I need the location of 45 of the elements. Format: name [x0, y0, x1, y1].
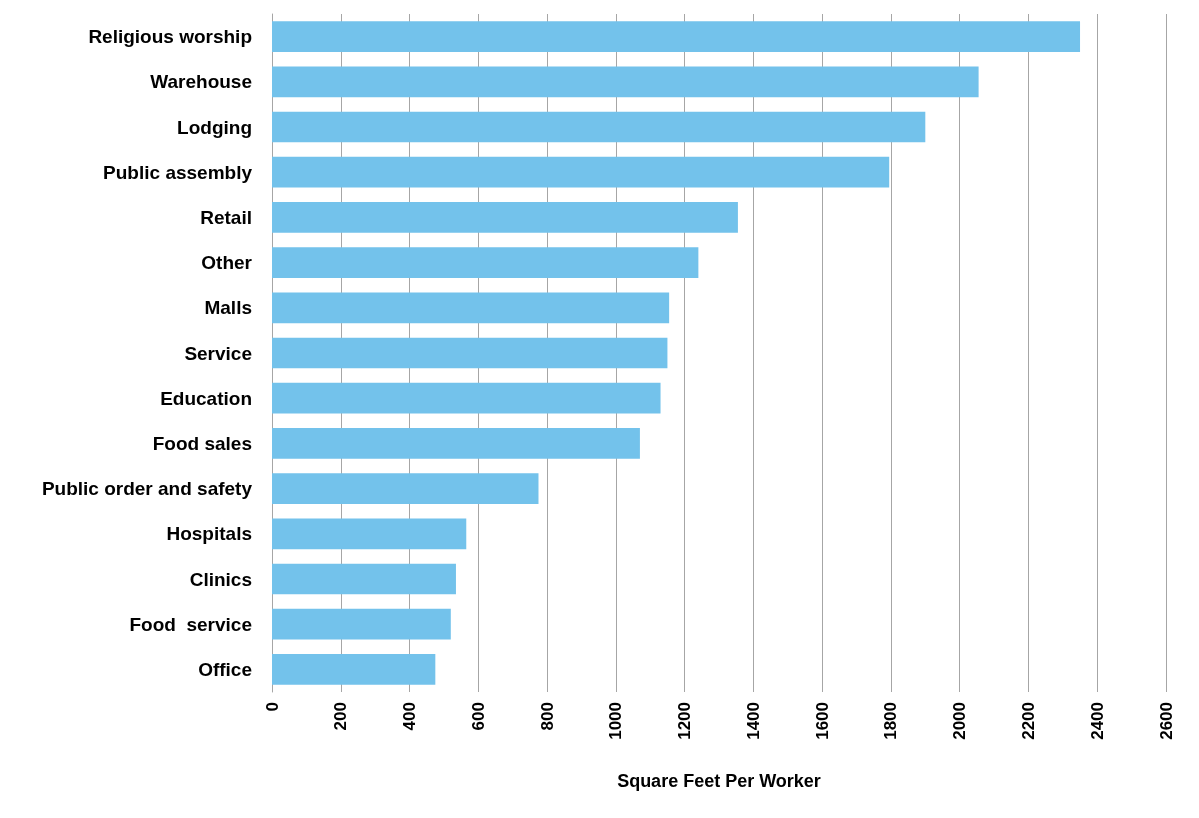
x-tick-label: 1400 [743, 702, 763, 740]
x-tick-label: 1600 [812, 702, 832, 740]
y-tick-label: Clinics [189, 568, 252, 590]
x-tick-label: 2400 [1087, 702, 1107, 740]
bar [272, 337, 668, 369]
bar [272, 21, 1081, 52]
y-tick-label: Education [160, 387, 252, 409]
y-tick-label: Lodging [177, 116, 252, 138]
bar [272, 66, 979, 98]
y-tick-label: Public assembly [103, 161, 253, 183]
x-tick-label: 400 [400, 702, 420, 731]
x-tick-label: 2000 [950, 702, 970, 740]
y-tick-label: Malls [204, 297, 252, 319]
bar [272, 156, 890, 188]
bar [272, 518, 467, 550]
x-tick-label: 2200 [1018, 702, 1038, 740]
bar [272, 247, 699, 278]
y-tick-label: Food service [129, 613, 252, 635]
x-tick-label: 1200 [675, 702, 695, 740]
bar [272, 608, 451, 640]
x-tick-label: 0 [262, 702, 282, 712]
x-tick-label: 1800 [881, 702, 901, 740]
x-tick-label: 800 [537, 702, 557, 731]
bar [272, 428, 640, 459]
bar [272, 292, 670, 324]
y-tick-label: Religious worship [88, 26, 252, 48]
bar [272, 111, 926, 143]
x-tick-label: 600 [468, 702, 488, 731]
y-tick-label: Hospitals [166, 523, 252, 545]
x-tick-label: 1000 [606, 702, 626, 740]
x-axis-title: Square Feet Per Worker [617, 771, 821, 791]
y-tick-label: Food sales [152, 432, 252, 454]
y-tick-label: Service [184, 342, 252, 364]
bar [272, 202, 738, 233]
bar [272, 654, 436, 685]
y-tick-label: Public order and safety [41, 478, 253, 500]
y-tick-label: Warehouse [150, 71, 252, 93]
bar [272, 382, 661, 414]
x-tick-label: 200 [331, 702, 351, 731]
bar [272, 473, 539, 504]
bar [272, 563, 456, 595]
x-tick-label: 2600 [1156, 702, 1176, 740]
y-tick-label: Other [201, 252, 253, 274]
y-tick-label: Office [198, 658, 252, 680]
y-tick-label: Retail [200, 206, 252, 228]
